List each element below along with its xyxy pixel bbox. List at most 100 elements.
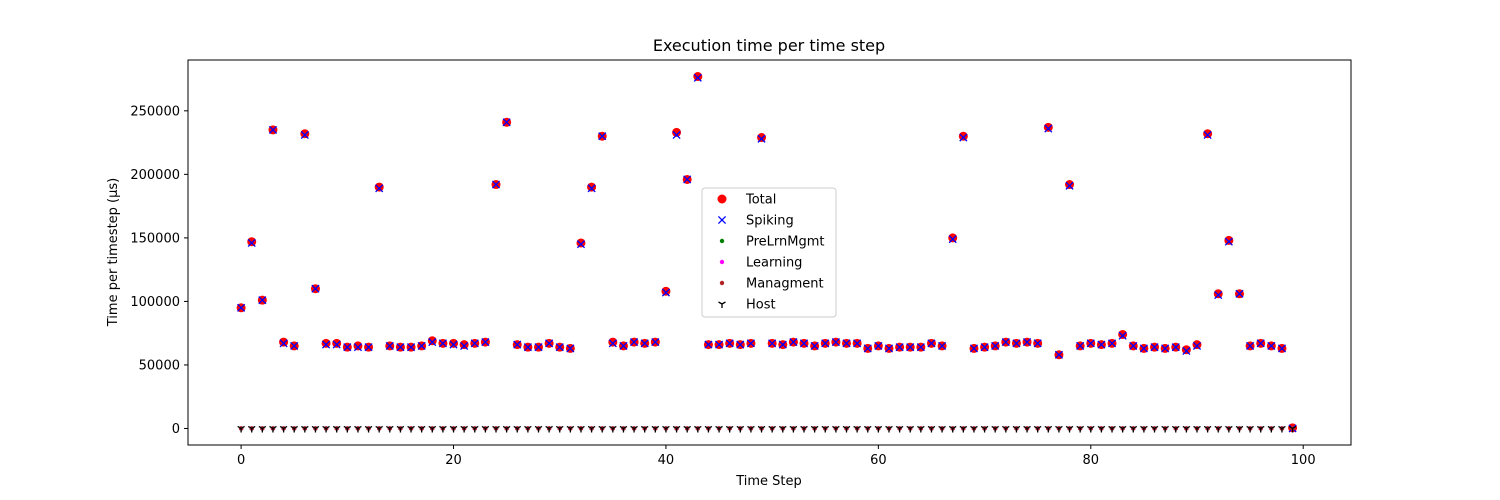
data-point <box>290 425 299 433</box>
data-point <box>555 343 564 352</box>
legend-label: Host <box>746 298 776 313</box>
data-point <box>502 118 511 127</box>
data-point <box>481 425 490 433</box>
legend-marker <box>718 301 726 308</box>
data-point <box>927 339 936 348</box>
data-point <box>842 425 851 433</box>
x-tick-label: 20 <box>445 453 462 468</box>
data-point <box>747 425 755 433</box>
data-point <box>322 425 330 433</box>
data-point <box>268 125 278 134</box>
data-point <box>428 338 437 347</box>
data-point <box>1256 425 1265 433</box>
data-point <box>619 425 628 433</box>
data-point <box>322 340 331 349</box>
data-point <box>545 425 553 433</box>
data-point <box>895 343 904 352</box>
data-point <box>385 425 394 433</box>
data-point <box>938 341 947 350</box>
data-point <box>247 238 256 248</box>
x-tick-label: 60 <box>870 453 887 468</box>
data-point <box>715 425 723 433</box>
legend-label: Managment <box>746 277 824 292</box>
data-point <box>502 425 511 433</box>
data-point <box>1182 346 1191 356</box>
data-point <box>1107 339 1117 348</box>
data-point <box>417 341 426 350</box>
data-point <box>576 240 586 249</box>
data-point <box>630 338 639 347</box>
data-point <box>332 338 342 348</box>
data-point <box>672 130 681 140</box>
data-point <box>1267 425 1276 433</box>
data-point <box>799 339 809 348</box>
data-point <box>704 425 713 433</box>
data-point <box>863 425 872 433</box>
data-point <box>1129 425 1138 433</box>
data-point <box>661 288 671 297</box>
legend-item-spiking: Spiking <box>717 214 794 229</box>
data-point <box>853 339 862 348</box>
data-point <box>1235 425 1244 433</box>
data-point <box>651 425 660 433</box>
data-point <box>598 425 607 433</box>
data-point <box>640 339 649 348</box>
data-point <box>247 425 256 433</box>
data-point <box>1193 425 1201 433</box>
data-point <box>842 339 851 348</box>
data-point <box>651 338 660 347</box>
legend-item-prelrnmgmt: PreLrnMgmt <box>719 235 825 250</box>
data-point <box>1203 129 1213 139</box>
x-tick-label: 40 <box>658 453 675 468</box>
data-point <box>757 134 766 143</box>
data-point <box>832 425 840 433</box>
data-point <box>757 425 766 433</box>
data-point <box>300 129 310 139</box>
data-point <box>1246 341 1255 350</box>
data-point <box>969 344 979 353</box>
data-point <box>1076 341 1085 350</box>
data-point <box>810 341 819 350</box>
data-point <box>683 425 691 433</box>
data-point <box>1108 425 1116 433</box>
series-host <box>237 425 1297 433</box>
data-point <box>800 425 808 433</box>
data-point <box>1065 425 1074 433</box>
data-point <box>1001 338 1010 347</box>
data-point <box>1181 345 1191 355</box>
data-point <box>470 339 479 348</box>
data-point <box>630 425 638 433</box>
data-point <box>746 339 755 348</box>
data-point <box>1129 341 1138 350</box>
data-point <box>279 337 289 347</box>
data-point <box>1277 344 1287 353</box>
y-tick-label: 150000 <box>130 231 180 246</box>
data-point <box>428 425 437 433</box>
data-point <box>491 180 501 189</box>
data-point <box>1023 338 1032 347</box>
data-point <box>237 303 246 312</box>
data-point <box>587 184 596 193</box>
x-tick-label: 0 <box>237 453 245 468</box>
data-point <box>1171 425 1180 433</box>
legend-marker <box>717 215 727 225</box>
data-point <box>609 425 617 433</box>
data-point <box>353 341 363 351</box>
data-point <box>566 425 575 433</box>
data-point <box>1086 425 1095 433</box>
legend-marker <box>719 280 725 286</box>
data-point <box>311 425 320 433</box>
data-point <box>789 338 798 347</box>
data-point <box>1235 289 1244 298</box>
data-point <box>321 338 331 348</box>
data-point <box>513 340 522 349</box>
data-point <box>980 343 989 352</box>
y-axis: 0 50000 100000 150000 200000 250000 <box>130 104 188 437</box>
data-point <box>736 425 745 433</box>
data-point <box>247 237 257 247</box>
data-point <box>1224 235 1234 245</box>
data-point <box>725 425 734 433</box>
data-point <box>991 341 1000 350</box>
data-point <box>449 338 459 348</box>
